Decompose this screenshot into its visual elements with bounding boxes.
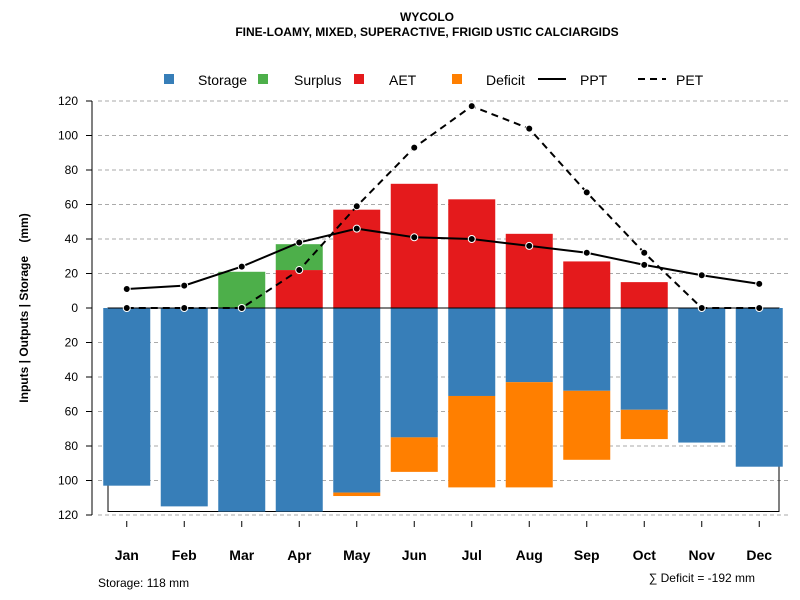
deficit-bar (620, 409, 668, 440)
y-tick-label: 120 (58, 508, 78, 522)
legend-label: Surplus (294, 72, 341, 88)
deficit-bar (448, 395, 496, 488)
x-tick-label: Sep (574, 547, 600, 563)
storage-bar (218, 308, 266, 512)
ppt-point (180, 281, 189, 290)
aet-bar (448, 199, 496, 308)
storage-note: Storage: 118 mm (98, 576, 189, 590)
ppt-point (697, 271, 706, 280)
pet-point (640, 248, 649, 257)
chart-subtitle: FINE-LOAMY, MIXED, SUPERACTIVE, FRIGID U… (235, 25, 618, 39)
storage-bar (678, 308, 726, 443)
x-tick-label: Mar (229, 547, 254, 563)
y-tick-label: 20 (65, 267, 79, 281)
x-tick-label: Nov (689, 547, 716, 563)
ppt-point (295, 238, 304, 247)
pet-point (352, 202, 361, 211)
surplus-bar (218, 271, 266, 308)
x-tick-label: May (343, 547, 370, 563)
pet-point (525, 124, 534, 133)
x-tick-label: Jan (115, 547, 139, 563)
deficit-bar (333, 492, 381, 497)
y-tick-label: 60 (65, 198, 79, 212)
ppt-point (467, 235, 476, 243)
storage-bar (160, 308, 208, 507)
pet-point (582, 188, 591, 197)
y-tick-label: 120 (58, 94, 78, 108)
ppt-point (237, 262, 246, 271)
deficit-bar (505, 382, 553, 488)
legend-label: Deficit (486, 72, 525, 88)
legend-label: PPT (580, 72, 608, 88)
x-tick-label: Oct (633, 547, 657, 563)
y-tick-label: 60 (65, 405, 79, 419)
aet-bar (563, 261, 611, 308)
legend-swatch (164, 74, 174, 84)
ppt-point (755, 279, 764, 288)
x-tick-label: Aug (516, 547, 543, 563)
storage-bar (563, 308, 611, 391)
pet-point (697, 304, 706, 312)
pet-point (122, 304, 131, 312)
ppt-point (640, 260, 649, 269)
bars (103, 183, 783, 512)
storage-bar (390, 308, 438, 438)
storage-bar (735, 308, 783, 467)
storage-bar (620, 308, 668, 410)
gridlines (98, 100, 788, 516)
pet-point (410, 143, 419, 152)
deficit-note: ∑ Deficit = -192 mm (649, 571, 755, 585)
storage-bar (275, 308, 323, 512)
legend-label: AET (389, 72, 417, 88)
ppt-point (582, 248, 591, 257)
pet-point (295, 266, 304, 275)
x-tick-label: Jun (402, 547, 427, 563)
pet-point (467, 102, 476, 111)
x-tick-label: Jul (462, 547, 482, 563)
storage-bar (448, 308, 496, 396)
x-tick-label: Apr (287, 547, 312, 563)
y-tick-label: 80 (65, 163, 79, 177)
y-axis-label: Inputs | Outputs | Storage (mm) (17, 213, 31, 402)
aet-bar (390, 183, 438, 308)
pet-line (126, 105, 760, 309)
chart-title: WYCOLO (400, 10, 454, 24)
ppt-point (352, 224, 361, 233)
storage-bar (103, 308, 151, 486)
x-tick-label: Dec (746, 547, 772, 563)
pet-point (180, 304, 189, 312)
y-axis: 120 100 80 60 40 20 0 20 40 60 80 100 120 (58, 94, 93, 522)
legend-swatch (354, 74, 364, 84)
y-tick-label: 0 (71, 301, 78, 315)
legend-label: Storage (198, 72, 247, 88)
aet-bar (275, 270, 323, 308)
y-tick-label: 40 (65, 370, 79, 384)
y-tick-label: 100 (58, 129, 78, 143)
pet-point (755, 304, 764, 312)
pet-point (237, 304, 246, 312)
data-lines (122, 102, 764, 312)
ppt-line (126, 227, 760, 291)
x-tick-label: Feb (172, 547, 197, 563)
y-tick-label: 80 (65, 439, 79, 453)
deficit-bar (563, 390, 611, 460)
deficit-bar (390, 437, 438, 472)
y-tick-label: 100 (58, 474, 78, 488)
y-tick-label: 20 (65, 336, 79, 350)
ppt-point (122, 285, 131, 294)
legend-swatch (258, 74, 268, 84)
legend: Storage Surplus AET Deficit PPT PET (164, 72, 704, 88)
legend-swatch (452, 74, 462, 84)
storage-bar (333, 308, 381, 493)
legend-label: PET (676, 72, 704, 88)
y-tick-label: 40 (65, 232, 79, 246)
storage-bar (505, 308, 553, 383)
aet-bar (620, 282, 668, 308)
ppt-point (525, 241, 534, 250)
x-axis: Jan Feb Mar Apr May Jun Jul Aug Sep Oct Nov Dec (115, 521, 772, 563)
ppt-point (410, 233, 419, 242)
